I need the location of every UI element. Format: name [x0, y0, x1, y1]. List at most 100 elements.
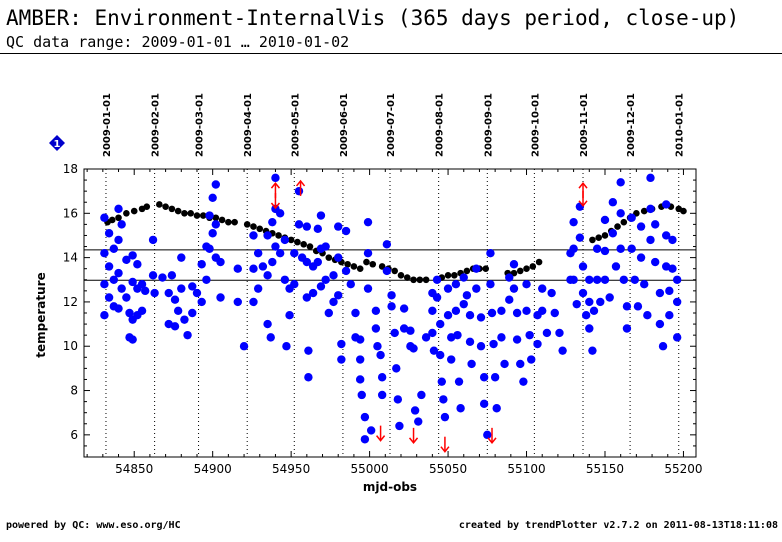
data-range-subtitle: QC data range: 2009-01-01 … 2010-01-02: [6, 33, 350, 51]
blue-data-point: [100, 280, 109, 289]
blue-data-point: [668, 235, 677, 245]
blue-data-point: [569, 275, 578, 284]
blue-data-point: [355, 375, 365, 384]
date-marker-label: 2009-07-01: [386, 93, 397, 157]
date-marker-label: 2009-04-01: [243, 93, 254, 157]
blue-data-point: [497, 306, 506, 315]
blue-data-point: [150, 288, 159, 298]
blue-data-point: [104, 262, 114, 271]
blue-data-point: [128, 335, 137, 344]
blue-data-point: [616, 244, 625, 253]
blue-data-point: [324, 308, 333, 318]
page-title: AMBER: Environment-InternalVis (365 days…: [6, 6, 740, 30]
black-data-point: [529, 263, 537, 270]
blue-data-point: [357, 390, 366, 400]
blue-data-point: [304, 346, 313, 355]
blue-data-point: [164, 288, 173, 298]
blue-data-point: [525, 330, 534, 340]
blue-data-point: [197, 260, 206, 269]
blue-data-point: [417, 390, 426, 400]
blue-data-point: [672, 297, 682, 307]
blue-data-point: [410, 406, 420, 415]
blue-data-point: [572, 299, 581, 309]
blue-data-point: [341, 226, 351, 236]
blue-data-point: [658, 342, 668, 351]
blue-data-point: [141, 286, 150, 296]
header-divider: [0, 53, 782, 54]
blue-data-point: [646, 204, 655, 214]
blue-data-point: [192, 288, 202, 298]
blue-data-point: [476, 313, 486, 322]
blue-data-point: [627, 213, 636, 222]
blue-data-point: [636, 222, 646, 231]
outlier-arrow-head: [270, 202, 281, 210]
black-data-point: [243, 221, 251, 228]
blue-data-point: [651, 257, 660, 267]
blue-data-point: [456, 404, 465, 413]
date-marker-labels: 2009-01-01 2009-02-01 2009-03-01 2009-04-01…: [102, 93, 686, 157]
outlier-arrow: [375, 425, 386, 442]
blue-data-point: [505, 295, 514, 304]
blue-data-point: [640, 280, 649, 289]
blue-data-point: [137, 280, 147, 289]
blue-data-point: [622, 302, 632, 311]
blue-data-point: [483, 430, 492, 440]
blue-data-point: [125, 308, 134, 318]
black-data-point: [181, 210, 188, 217]
blue-data-point: [253, 284, 263, 293]
blue-data-point: [100, 248, 109, 258]
blue-data-point: [578, 288, 588, 298]
black-data-point: [115, 214, 122, 222]
blue-data-point: [170, 322, 180, 331]
blue-data-point: [646, 173, 655, 183]
blue-data-point: [661, 231, 671, 240]
date-marker-label: 2009-08-01: [435, 93, 446, 157]
black-data-point: [463, 267, 471, 275]
blue-data-point: [592, 244, 602, 253]
black-data-point: [256, 225, 264, 233]
blue-data-point: [393, 395, 403, 404]
blue-data-point: [538, 306, 547, 315]
blue-data-point: [512, 335, 522, 344]
blue-data-point: [294, 186, 304, 196]
blue-data-point: [148, 235, 158, 245]
x-tick-label: 54950: [272, 462, 310, 476]
blue-data-point: [486, 248, 495, 258]
blue-data-point: [436, 350, 445, 360]
blue-data-point: [308, 288, 318, 298]
blue-data-point: [197, 297, 206, 307]
blue-data-point: [258, 262, 268, 271]
blue-data-point: [275, 209, 285, 218]
black-data-point: [168, 205, 176, 213]
y-tick-label: 8: [70, 384, 78, 398]
black-data-point: [350, 263, 358, 270]
blue-data-point: [569, 217, 578, 227]
footer-created-by: created by trendPlotter v2.7.2 on 2011-0…: [458, 520, 778, 531]
blue-data-point: [268, 257, 277, 267]
blue-data-point: [588, 346, 597, 355]
black-data-point: [369, 260, 377, 268]
blue-data-point: [655, 319, 665, 329]
x-axis-label: mjd-obs: [363, 480, 417, 494]
x-tick-label: 55000: [351, 462, 389, 476]
date-marker-label: 2009-01-01: [102, 93, 113, 157]
blue-data-point: [341, 266, 351, 276]
info-marker-label: 1: [54, 139, 61, 150]
blue-data-point: [355, 335, 365, 344]
outlier-arrows: [270, 179, 588, 453]
info-marker-diamond[interactable]: 1: [49, 135, 65, 151]
black-data-point: [130, 207, 138, 215]
blue-data-point: [489, 339, 498, 349]
blue-data-point: [216, 293, 225, 302]
blue-data-point: [268, 217, 277, 227]
blue-data-point: [643, 311, 652, 320]
blue-data-point: [263, 231, 272, 240]
date-marker-label: 2009-03-01: [195, 93, 206, 157]
blue-data-point: [366, 426, 376, 435]
blue-data-point: [581, 311, 591, 320]
blue-data-point: [290, 248, 299, 258]
blue-data-point: [280, 235, 290, 245]
blue-data-point: [616, 209, 625, 218]
blue-data-point: [479, 373, 489, 382]
black-data-point: [356, 265, 364, 272]
